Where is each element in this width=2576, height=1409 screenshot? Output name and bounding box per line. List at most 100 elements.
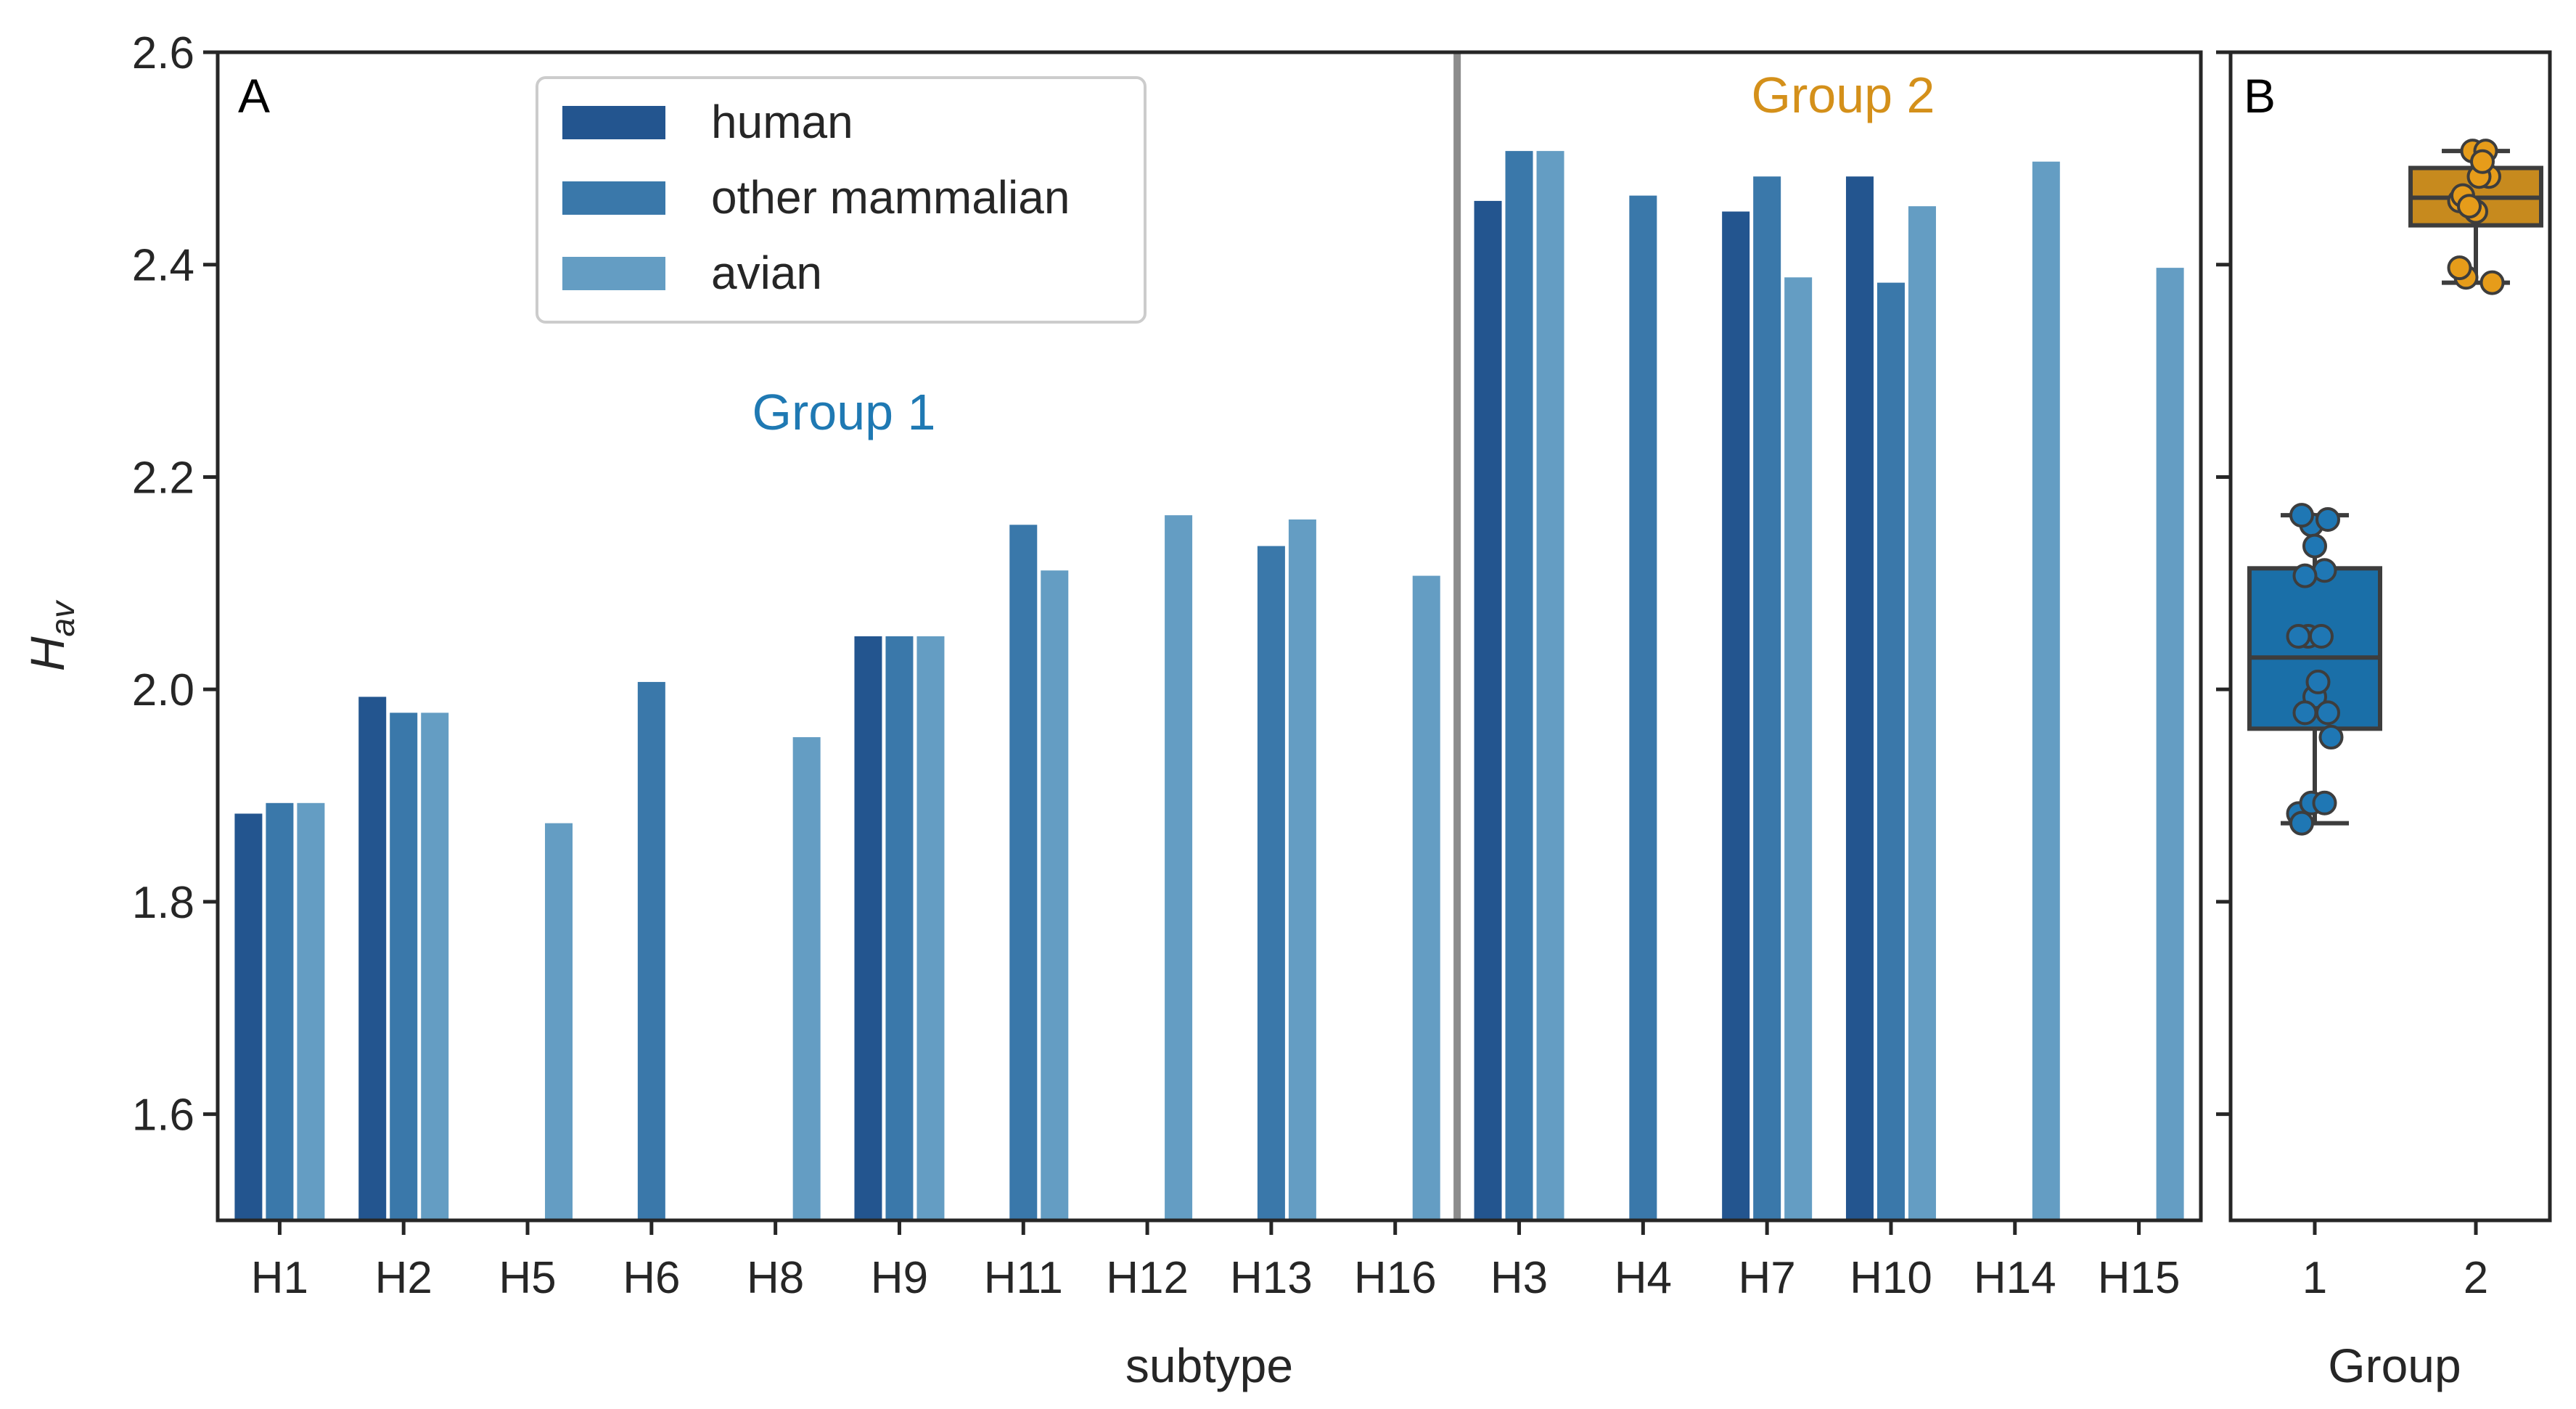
x-tick-label: H7: [1739, 1253, 1796, 1303]
x-tick-label: H9: [871, 1253, 928, 1303]
bar-h13-avian: [1288, 519, 1316, 1220]
bar-h3-human: [1474, 200, 1502, 1221]
panel-b-y-ticks: [2216, 50, 2231, 1117]
bar-h13-other-mammalian: [1257, 546, 1285, 1220]
x-tick-label: H10: [1850, 1253, 1932, 1303]
bar-h2-human: [358, 697, 387, 1220]
bar-h14-avian: [2032, 161, 2060, 1221]
box-group-2: [2408, 139, 2543, 295]
bar-h6-other-mammalian: [637, 681, 665, 1220]
x-tick-label: H6: [623, 1253, 680, 1303]
data-point: [2447, 255, 2472, 281]
legend-label-human: human: [711, 96, 853, 148]
legend-swatch-avian: [562, 257, 665, 290]
panel-b-x-tick-label: 2: [2464, 1253, 2488, 1303]
bar-h1-avian: [297, 802, 325, 1220]
bar-h1-human: [234, 813, 263, 1220]
x-axis-ticks: H1 H2 H5 H6 H8 H9 H11 H12 H13 H16 H3 H4 H7 H10 H14 H15: [251, 1220, 2181, 1303]
bar-h12-avian: [1165, 515, 1193, 1220]
bar-h11-avian: [1041, 570, 1069, 1220]
bar-h15-avian: [2156, 268, 2184, 1221]
bar-h4-other-mammalian: [1629, 195, 1657, 1220]
bar-h7-avian: [1784, 277, 1813, 1221]
y-axis-title-subscript: av: [44, 599, 81, 637]
panel-letter-a: A: [238, 69, 270, 123]
legend-label-avian: avian: [711, 247, 822, 299]
legend-box: [536, 76, 1147, 324]
data-point: [2318, 725, 2344, 750]
group-1-annotation: Group 1: [752, 384, 936, 440]
x-tick-label: H14: [1974, 1253, 2056, 1303]
data-point: [2292, 700, 2318, 726]
panel-b-x-tick-label: 1: [2302, 1253, 2327, 1303]
bar-h2-avian: [421, 712, 449, 1220]
bars-group: [234, 151, 2184, 1221]
y-tick-label: 2.4: [132, 241, 194, 291]
data-point: [2470, 149, 2495, 174]
y-tick-label: 1.8: [132, 878, 194, 928]
bar-h3-other-mammalian: [1505, 151, 1533, 1221]
legend-label-other-mammalian: other mammalian: [711, 171, 1070, 223]
x-tick-label: H12: [1106, 1253, 1189, 1303]
data-point: [2457, 194, 2482, 219]
panel-letter-b: B: [2244, 69, 2276, 123]
x-tick-label: H8: [747, 1253, 804, 1303]
legend-swatch-human: [562, 106, 665, 139]
y-axis-title-main: H: [20, 636, 74, 671]
panel-a: 1.6 1.8 2.0 2.2 2.4 2.6 H1 H2 H5 H6 H8 H9 H11 H12 H13…: [20, 28, 2203, 1392]
data-point: [2302, 533, 2327, 559]
panel-b-frame: [2228, 50, 2552, 1223]
bar-h10-avian: [1908, 206, 1936, 1220]
bar-h2-other-mammalian: [390, 712, 418, 1220]
x-tick-label: H2: [375, 1253, 432, 1303]
data-point: [2309, 624, 2334, 649]
bar-h16-avian: [1412, 575, 1440, 1220]
x-axis-title: subtype: [1125, 1339, 1293, 1392]
bar-h8-avian: [792, 737, 821, 1220]
y-tick-label: 2.6: [132, 28, 194, 78]
bar-h3-avian: [1536, 151, 1564, 1221]
y-tick-label: 2.2: [132, 453, 194, 503]
x-tick-label: H15: [2098, 1253, 2181, 1303]
y-axis-title: Hav: [20, 599, 81, 671]
legend-swatch-other-mammalian: [562, 181, 665, 215]
data-point: [2286, 624, 2311, 649]
y-axis-ticks: 1.6 1.8 2.0 2.2 2.4 2.6: [132, 28, 218, 1141]
bar-h9-other-mammalian: [885, 636, 914, 1220]
x-tick-label: H11: [984, 1253, 1063, 1303]
x-tick-label: H1: [251, 1253, 308, 1303]
data-point: [2305, 669, 2331, 694]
x-tick-label: H16: [1354, 1253, 1437, 1303]
data-point: [2292, 563, 2318, 588]
y-tick-label: 2.0: [132, 665, 194, 715]
data-point: [2479, 270, 2505, 295]
bar-h9-avian: [916, 636, 945, 1220]
bar-h10-other-mammalian: [1876, 282, 1905, 1220]
data-point: [2315, 507, 2340, 532]
y-tick-label: 1.6: [132, 1090, 194, 1141]
legend: human other mammalian avian: [536, 76, 1147, 324]
bar-h9-human: [854, 636, 882, 1220]
data-point: [2315, 700, 2340, 726]
x-tick-label: H4: [1615, 1253, 1672, 1303]
x-tick-label: H5: [499, 1253, 556, 1303]
group-2-annotation: Group 2: [1752, 67, 1935, 123]
boxplot-group: [2247, 139, 2543, 836]
bar-h7-other-mammalian: [1753, 176, 1781, 1220]
bar-h5-avian: [545, 823, 573, 1220]
bar-h11-other-mammalian: [1009, 525, 1038, 1220]
data-point: [2312, 790, 2337, 816]
panel-b-x-axis-title: Group: [2328, 1339, 2461, 1392]
panel-a-frame: [216, 50, 2203, 1223]
bar-h10-human: [1845, 176, 1874, 1220]
x-tick-label: H13: [1230, 1253, 1313, 1303]
data-point: [2289, 503, 2314, 528]
box-group-1: [2247, 503, 2382, 836]
x-tick-label: H3: [1490, 1253, 1548, 1303]
bar-h1-other-mammalian: [266, 802, 294, 1220]
data-point: [2289, 810, 2314, 836]
bar-h7-human: [1722, 211, 1750, 1221]
